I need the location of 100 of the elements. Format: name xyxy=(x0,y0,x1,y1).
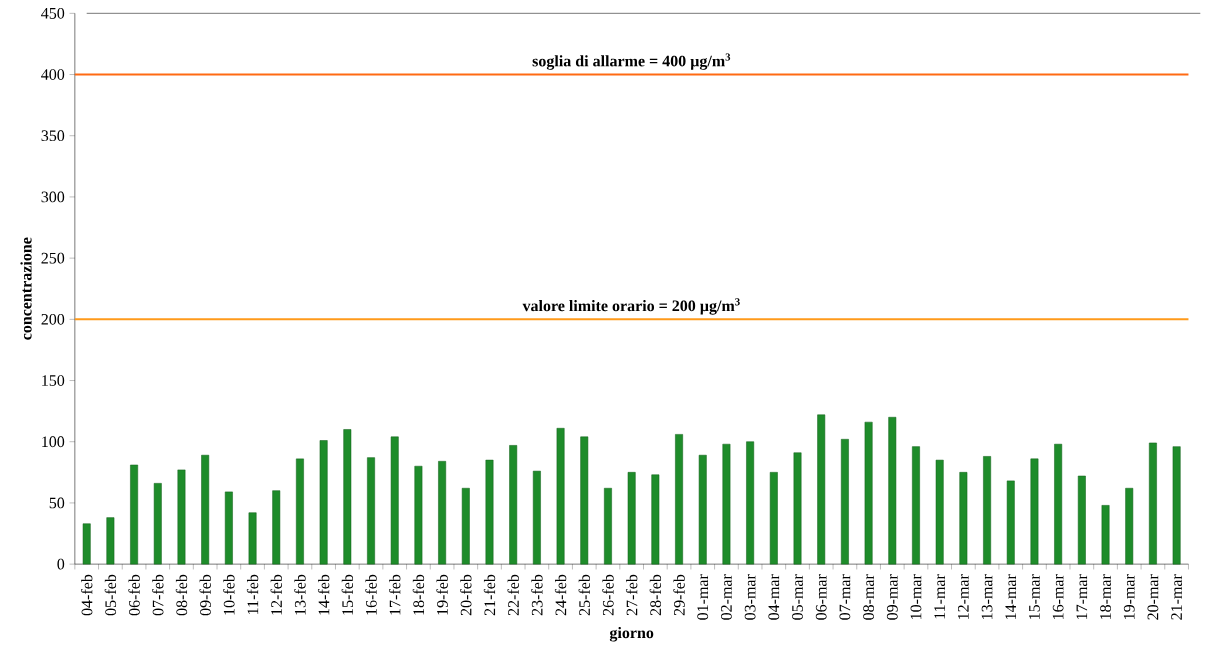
x-tick-label: 15-mar xyxy=(1029,574,1040,620)
x-tick-label: 09-feb xyxy=(199,574,211,616)
x-tick-label: 13-feb xyxy=(294,574,306,615)
x-tick-label: 09-mar xyxy=(886,574,898,620)
x-tick-label: 19-mar xyxy=(1123,574,1135,620)
x-tick-label: 21-mar xyxy=(1171,574,1182,620)
x-tick-label: 27-feb xyxy=(625,574,638,616)
y-tick-label: 300 xyxy=(41,191,65,203)
bar xyxy=(840,439,849,565)
x-tick-label: 04-mar xyxy=(768,574,780,620)
bar xyxy=(509,445,518,565)
x-tick-label: 17-mar xyxy=(1076,574,1088,620)
y-axis-title: concentrazione xyxy=(20,237,32,340)
bar xyxy=(224,491,233,565)
y-tick-label: 250 xyxy=(41,252,65,264)
x-tick-label: 05-mar xyxy=(792,574,803,620)
x-tick-label: 10-feb xyxy=(223,574,235,615)
x-tick-label: 14-mar xyxy=(1005,574,1017,620)
bar xyxy=(1077,475,1086,565)
y-tick-label: 150 xyxy=(42,375,65,386)
bar xyxy=(414,466,423,565)
bar xyxy=(82,523,91,565)
x-tick-label: 18-feb xyxy=(412,574,425,615)
bar xyxy=(935,459,944,565)
y-tick-label: 0 xyxy=(57,558,65,570)
bar xyxy=(864,421,873,565)
bar xyxy=(746,441,755,565)
x-tick-label: 21-feb xyxy=(483,574,496,616)
x-tick-label: 05-feb xyxy=(104,574,117,616)
bar xyxy=(130,464,139,565)
y-tick-label: 350 xyxy=(41,130,65,142)
bar xyxy=(651,474,660,565)
x-tick-label: 11-mar xyxy=(934,574,946,619)
ref-line-label: valore limite orario = 200 µg/m$^{3}$ xyxy=(522,298,740,315)
bar xyxy=(1125,488,1134,565)
bar xyxy=(1101,505,1110,565)
bar xyxy=(580,436,589,565)
bar xyxy=(367,457,375,565)
x-tick-label: 23-feb xyxy=(531,574,543,616)
x-tick-label: 25-feb xyxy=(578,574,590,616)
x-tick-label: 26-feb xyxy=(602,574,614,616)
bar xyxy=(769,472,778,565)
bar xyxy=(817,414,826,565)
bar xyxy=(153,483,162,565)
bar xyxy=(698,455,707,565)
bar xyxy=(177,469,186,565)
x-tick-label: 02-mar xyxy=(721,574,732,620)
bar xyxy=(485,459,494,565)
y-tick-label: 50 xyxy=(49,497,65,509)
bar xyxy=(1030,458,1039,565)
bar xyxy=(532,470,541,565)
x-tick-label: 10-mar xyxy=(910,574,922,620)
x-tick-label: 18-mar xyxy=(1100,574,1111,620)
x-tick-label: 07-mar xyxy=(839,574,851,620)
y-tick-label: 100 xyxy=(42,436,65,448)
bar xyxy=(1054,443,1063,565)
x-tick-label: 22-feb xyxy=(507,574,519,616)
y-tick-label: 200 xyxy=(41,314,65,325)
bar xyxy=(438,461,447,565)
bar xyxy=(1172,446,1181,565)
x-tick-label: 15-feb xyxy=(341,574,354,615)
x-tick-label: 12-mar xyxy=(957,574,969,620)
bar xyxy=(1006,480,1015,565)
x-tick-label: 06-mar xyxy=(815,574,827,620)
bar xyxy=(722,443,731,565)
x-tick-label: 20-mar xyxy=(1147,574,1159,620)
bar xyxy=(675,434,683,565)
x-tick-label: 13-mar xyxy=(981,574,993,620)
x-tick-label: 19-feb xyxy=(436,574,448,615)
x-tick-label: 08-feb xyxy=(175,574,188,616)
bar xyxy=(604,488,612,565)
bar xyxy=(248,512,257,565)
bar xyxy=(556,428,565,565)
x-tick-label: 08-mar xyxy=(863,574,874,620)
bar xyxy=(888,417,897,565)
x-tick-label: 07-feb xyxy=(152,574,164,616)
x-axis-title: giorno xyxy=(609,626,654,642)
bar xyxy=(1148,442,1157,565)
x-tick-label: 16-feb xyxy=(365,574,377,615)
bar xyxy=(343,429,352,565)
y-tick-label: 400 xyxy=(41,69,65,80)
bar xyxy=(390,436,399,565)
x-tick-label: 17-feb xyxy=(389,574,401,615)
x-tick-label: 04-feb xyxy=(80,574,93,616)
bar xyxy=(319,440,328,565)
bar xyxy=(296,458,304,565)
bar xyxy=(983,456,992,565)
bar xyxy=(793,452,802,565)
x-tick-label: 29-feb xyxy=(673,574,685,616)
x-tick-label: 20-feb xyxy=(460,574,472,616)
x-tick-label: 24-feb xyxy=(554,574,567,616)
x-tick-label: 14-feb xyxy=(317,574,330,615)
x-tick-label: 12-feb xyxy=(270,574,282,615)
bar xyxy=(272,490,281,565)
y-tick-label: 450 xyxy=(41,8,65,19)
x-tick-label: 28-feb xyxy=(649,574,662,616)
x-tick-label: 16-mar xyxy=(1052,574,1064,620)
x-tick-label: 01-mar xyxy=(697,574,709,620)
bar xyxy=(106,517,115,565)
x-tick-label: 03-mar xyxy=(744,574,756,620)
